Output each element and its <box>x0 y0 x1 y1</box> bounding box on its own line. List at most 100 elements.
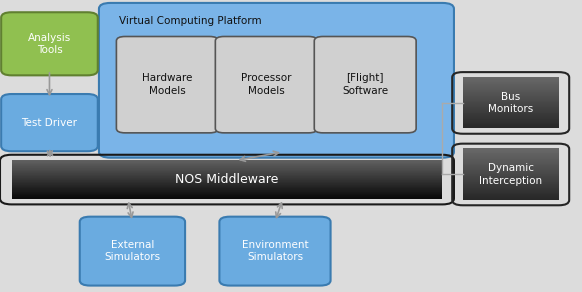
Bar <box>463 183 559 185</box>
Bar <box>12 181 442 182</box>
Bar <box>12 197 442 199</box>
Bar <box>463 171 559 173</box>
Bar <box>12 175 442 176</box>
Bar <box>463 77 559 78</box>
Bar <box>463 98 559 100</box>
Bar <box>463 109 559 111</box>
Bar <box>12 195 442 197</box>
Bar <box>12 164 442 165</box>
Bar <box>463 79 559 80</box>
Bar <box>12 193 442 194</box>
Bar <box>463 199 559 200</box>
Text: Analysis
Tools: Analysis Tools <box>28 33 71 55</box>
Bar <box>463 88 559 89</box>
Bar <box>463 149 559 151</box>
Bar <box>463 178 559 180</box>
Bar <box>463 99 559 100</box>
Bar <box>463 154 559 155</box>
Bar <box>12 168 442 169</box>
Bar <box>463 112 559 113</box>
Bar <box>12 161 442 162</box>
Text: [Flight]
Software: [Flight] Software <box>342 74 388 96</box>
Bar <box>12 190 442 191</box>
Bar <box>463 103 559 105</box>
Bar <box>12 192 442 194</box>
Bar <box>463 113 559 115</box>
Bar <box>463 123 559 124</box>
Bar <box>12 166 442 168</box>
Bar <box>12 182 442 183</box>
Bar <box>463 167 559 168</box>
Bar <box>12 183 442 184</box>
Bar <box>463 85 559 87</box>
Bar <box>463 92 559 93</box>
Bar <box>12 161 442 162</box>
Bar <box>463 94 559 95</box>
Bar <box>463 119 559 121</box>
Bar <box>463 159 559 160</box>
Bar <box>463 124 559 126</box>
Bar <box>463 116 559 117</box>
Bar <box>463 84 559 86</box>
Bar <box>12 162 442 163</box>
Bar <box>463 174 559 175</box>
Bar <box>463 91 559 92</box>
Bar <box>12 175 442 176</box>
Bar <box>463 150 559 152</box>
Bar <box>463 87 559 88</box>
Bar <box>463 156 559 157</box>
Bar <box>12 168 442 169</box>
Bar <box>12 196 442 197</box>
Bar <box>12 173 442 175</box>
Bar <box>463 164 559 166</box>
Bar <box>463 83 559 84</box>
Text: Processor
Models: Processor Models <box>241 74 292 96</box>
FancyBboxPatch shape <box>219 217 331 286</box>
Bar <box>463 121 559 123</box>
Bar <box>463 102 559 103</box>
Bar <box>12 163 442 164</box>
Bar <box>12 169 442 171</box>
Bar <box>463 182 559 184</box>
Bar <box>12 160 442 161</box>
Bar <box>463 100 559 101</box>
Bar <box>463 194 559 196</box>
Bar <box>12 195 442 196</box>
Bar <box>463 114 559 116</box>
Bar <box>12 177 442 178</box>
Bar <box>463 115 559 117</box>
Text: Virtual Computing Platform: Virtual Computing Platform <box>119 16 262 26</box>
Bar <box>12 186 442 187</box>
Bar <box>463 169 559 170</box>
Bar <box>12 184 442 185</box>
Bar <box>463 177 559 179</box>
Bar <box>463 185 559 186</box>
Bar <box>463 152 559 153</box>
Bar <box>463 124 559 125</box>
Bar <box>12 169 442 170</box>
Bar <box>12 171 442 173</box>
Bar <box>463 175 559 176</box>
Bar <box>463 190 559 192</box>
Bar <box>12 180 442 181</box>
Bar <box>12 165 442 166</box>
Bar <box>12 188 442 189</box>
Bar <box>12 190 442 192</box>
Bar <box>463 120 559 122</box>
Bar <box>12 182 442 183</box>
Bar <box>463 188 559 190</box>
Bar <box>463 186 559 187</box>
Bar <box>463 187 559 189</box>
Bar <box>12 179 442 180</box>
Bar <box>12 176 442 178</box>
Bar <box>463 78 559 79</box>
Bar <box>12 166 442 167</box>
FancyBboxPatch shape <box>1 94 98 151</box>
Bar <box>463 125 559 127</box>
Bar <box>463 101 559 102</box>
Bar <box>463 122 559 124</box>
Bar <box>12 197 442 198</box>
Bar <box>12 189 442 190</box>
Bar <box>12 189 442 190</box>
Bar <box>463 97 559 99</box>
